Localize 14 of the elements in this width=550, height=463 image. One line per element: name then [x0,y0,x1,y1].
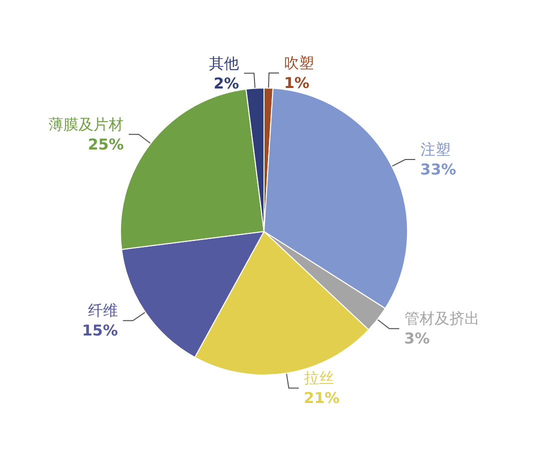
slice-label: 其他 [209,54,240,72]
data-label: 33% [420,160,456,179]
data-label: 21% [304,389,340,408]
slice-label: 管材及挤出 [404,310,480,328]
slice-label: 吹塑 [284,54,314,72]
slice-label: 注塑 [420,140,450,159]
data-label: 15% [82,322,118,340]
data-label: 25% [88,135,124,154]
data-label: 2% [214,74,240,92]
slice-label: 纤维 [88,302,118,320]
data-label: 3% [404,330,430,348]
slice-label: 薄膜及片材 [48,115,124,134]
slice-label: 拉丝 [304,369,334,388]
data-label: 1% [284,74,310,92]
